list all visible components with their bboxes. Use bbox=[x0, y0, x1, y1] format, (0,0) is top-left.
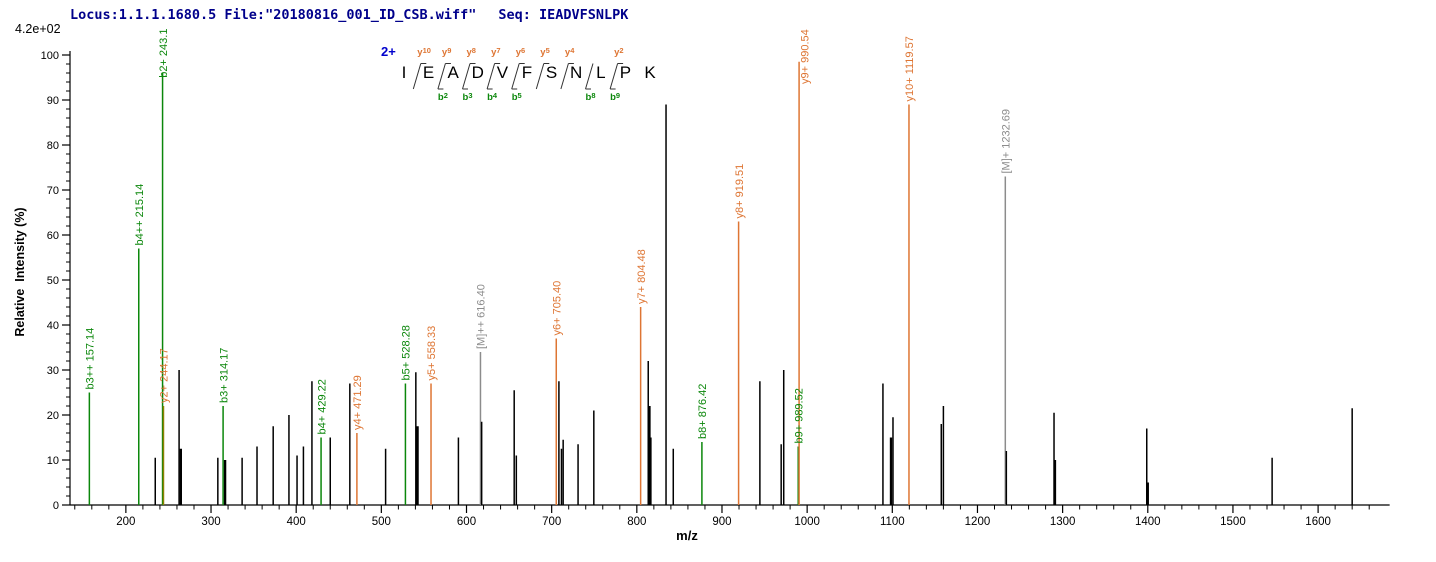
residue-K-11: K bbox=[644, 63, 656, 82]
residue-F-6: F bbox=[521, 63, 533, 82]
b4-ion-label: b4 bbox=[487, 91, 498, 103]
residue-E-2: E bbox=[422, 63, 435, 82]
x-axis-tick-label: 600 bbox=[457, 516, 476, 528]
x-axis-tick-label: 400 bbox=[287, 516, 306, 528]
peak-label: b3+ 314.17 bbox=[218, 348, 230, 403]
x-axis-title: m/z bbox=[676, 528, 698, 543]
b9-ion-label: b9 bbox=[610, 91, 621, 103]
y-axis-tick-label: 80 bbox=[47, 140, 59, 152]
peak-label: b4++ 215.14 bbox=[134, 184, 146, 246]
x-axis-tick-label: 1600 bbox=[1305, 516, 1331, 528]
y-axis-tick-label: 30 bbox=[47, 365, 59, 377]
x-axis-tick-label: 1400 bbox=[1135, 516, 1161, 528]
x-axis-tick-label: 700 bbox=[542, 516, 561, 528]
b8-ion-label: b8 bbox=[585, 91, 596, 103]
y8-ion-label: y8 bbox=[466, 46, 476, 58]
peak-label: y9+ 990.54 bbox=[800, 29, 812, 84]
peak-label: y7+ 804.48 bbox=[636, 249, 648, 304]
fragment-slash bbox=[560, 63, 569, 90]
peak-label: y6+ 705.40 bbox=[551, 281, 563, 336]
header-line: Locus:1.1.1.1680.5 File:"20180816_001_ID… bbox=[70, 7, 628, 23]
x-axis-tick-label: 900 bbox=[712, 516, 731, 528]
fragment-slash bbox=[486, 63, 496, 90]
precursor-charge-label: 2+ bbox=[381, 44, 396, 59]
y4-ion-label: y4 bbox=[564, 46, 575, 58]
peak-label: y10+ 1119.57 bbox=[904, 36, 916, 101]
peak-label: y8+ 919.51 bbox=[734, 164, 746, 219]
residue-S-7: S bbox=[545, 63, 558, 82]
y6-ion-label: y6 bbox=[515, 46, 526, 58]
fragment-slash bbox=[511, 63, 520, 90]
residue-N-8: N bbox=[570, 63, 583, 82]
fragment-slash bbox=[462, 63, 471, 90]
y5-ion-label: y5 bbox=[540, 46, 550, 58]
y-axis-tick-label: 70 bbox=[47, 185, 59, 197]
peak-label: b3++ 157.14 bbox=[85, 328, 97, 390]
locus-file-label: Locus:1.1.1.1680.5 File:"20180816_001_ID… bbox=[70, 7, 477, 23]
y-axis-tick-label: 50 bbox=[47, 275, 59, 287]
peak-label: b8+ 876.42 bbox=[697, 384, 709, 439]
b3-ion-label: b3 bbox=[462, 91, 473, 103]
residue-D-4: D bbox=[471, 63, 484, 82]
fragment-slash bbox=[609, 63, 619, 90]
x-axis-tick-label: 1500 bbox=[1220, 516, 1246, 528]
y7-ion-label: y7 bbox=[491, 46, 501, 58]
y-axis-tick-label: 0 bbox=[53, 500, 59, 512]
x-axis-tick-label: 500 bbox=[372, 516, 391, 528]
peak-label: b5+ 528.28 bbox=[401, 325, 413, 380]
x-axis-tick-label: 300 bbox=[201, 516, 220, 528]
sequence-label: Seq: IEADVFSNLPK bbox=[498, 7, 629, 23]
peak-label: [M]++ 616.40 bbox=[476, 284, 488, 349]
peak-label: y5+ 558.33 bbox=[426, 326, 438, 381]
residue-I-1: I bbox=[401, 63, 407, 82]
peak-label: [M]+ 1232.69 bbox=[1001, 109, 1013, 174]
fragment-slash bbox=[585, 63, 594, 90]
fragment-marks bbox=[412, 63, 624, 90]
residue-P-10: P bbox=[619, 63, 632, 82]
y-axis-tick-label: 20 bbox=[47, 410, 59, 422]
y-axis-tick-label: 90 bbox=[47, 95, 59, 107]
absolute-intensity-scale-label: 4.2e+02 bbox=[15, 22, 61, 36]
y9-ion-label: y9 bbox=[441, 46, 452, 58]
y-axis-tick-label: 40 bbox=[47, 320, 59, 332]
b5-ion-label: b5 bbox=[511, 91, 522, 103]
y-axis-tick-label: 60 bbox=[47, 230, 59, 242]
peak-label: y4+ 471.29 bbox=[352, 375, 364, 430]
peak-label: b2+ 243.1 bbox=[158, 29, 170, 78]
fragment-slash bbox=[535, 63, 545, 90]
y10-ion-label: y10 bbox=[417, 46, 431, 58]
x-axis-tick-label: 800 bbox=[627, 516, 646, 528]
b2-ion-label: b2 bbox=[437, 91, 448, 103]
peak-label: b9+ 989.52 bbox=[793, 388, 805, 443]
residue-V-5: V bbox=[496, 63, 509, 82]
y-axis-tick-label: 100 bbox=[41, 50, 59, 62]
fragment-slash bbox=[412, 63, 422, 90]
y2-ion-label: y2 bbox=[614, 46, 624, 58]
x-axis-tick-label: 1200 bbox=[965, 516, 991, 528]
residue-L-9: L bbox=[596, 63, 606, 82]
x-axis-tick-label: 1300 bbox=[1050, 516, 1076, 528]
peak-label: b4+ 429.22 bbox=[316, 379, 328, 434]
fragment-slash bbox=[437, 63, 446, 90]
residue-A-3: A bbox=[447, 63, 459, 82]
x-axis-tick-label: 1000 bbox=[794, 516, 820, 528]
y-axis-tick-label: 10 bbox=[47, 455, 59, 467]
peak-label: y2+ 244.17 bbox=[159, 348, 171, 403]
x-axis-tick-label: 200 bbox=[116, 516, 135, 528]
x-axis-tick-label: 1100 bbox=[880, 516, 905, 528]
